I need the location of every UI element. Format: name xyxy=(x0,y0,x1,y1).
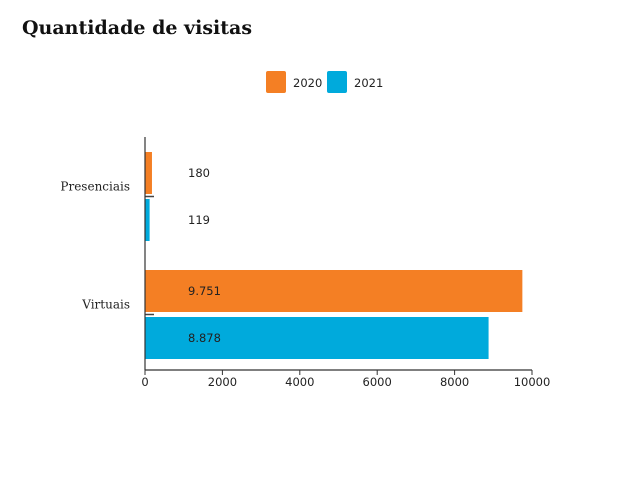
legend-swatch-2020 xyxy=(266,71,286,93)
x-tick-label: 8000 xyxy=(440,375,469,389)
data-label-presenciais-2020: 180 xyxy=(188,166,210,180)
bar-virtuais-2020 xyxy=(145,270,523,312)
x-tick-label: 2000 xyxy=(208,375,237,389)
bar-presenciais-2020 xyxy=(145,152,152,194)
legend-label-2020: 2020 xyxy=(293,76,322,90)
data-label-presenciais-2021: 119 xyxy=(188,213,210,227)
x-tick-label: 4000 xyxy=(285,375,314,389)
chart-title: Quantidade de visitas xyxy=(22,17,253,39)
x-tick-label: 0 xyxy=(141,375,148,389)
x-tick-label: 6000 xyxy=(363,375,392,389)
data-label-virtuais-2021: 8.878 xyxy=(188,331,221,345)
legend-label-2021: 2021 xyxy=(354,76,383,90)
x-tick-label: 10000 xyxy=(514,375,551,389)
category-label-virtuais: Virtuais xyxy=(81,298,130,312)
bar-virtuais-2021 xyxy=(145,317,489,359)
legend-swatch-2021 xyxy=(327,71,347,93)
bar-presenciais-2021 xyxy=(145,199,150,241)
category-label-presenciais: Presenciais xyxy=(60,180,130,194)
data-label-virtuais-2020: 9.751 xyxy=(188,284,221,298)
